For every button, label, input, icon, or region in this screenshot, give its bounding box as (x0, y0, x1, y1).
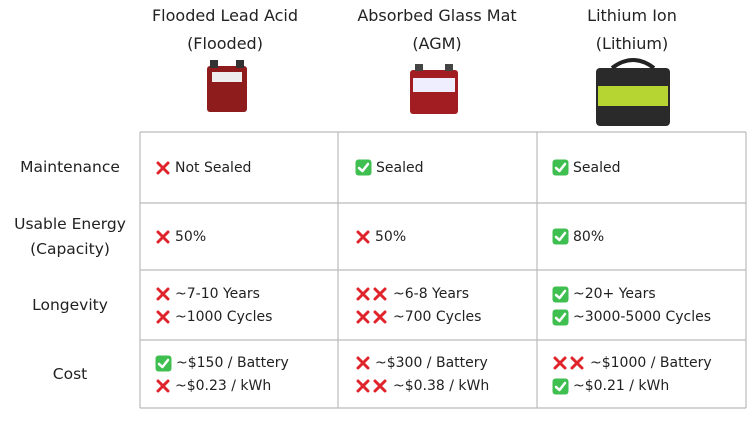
cell-text: ~$1000 / Battery (590, 355, 712, 371)
double-cross-icon (356, 310, 387, 324)
cell-text: ~700 Cycles (393, 309, 482, 325)
cell-text: Sealed (376, 159, 424, 176)
check-icon (552, 286, 569, 302)
cell-line: ~7-10 Years (155, 283, 260, 305)
battery-flooded (207, 60, 247, 112)
cell-line: Not Sealed (155, 157, 251, 179)
cross-icon (156, 287, 170, 301)
cross-icon (356, 356, 370, 370)
cell-line: ~$1000 / Battery (552, 352, 712, 374)
cell-text: 50% (375, 228, 407, 245)
column-title: Lithium Ion (587, 6, 677, 25)
check-icon (552, 228, 569, 245)
cell-text: ~20+ Years (573, 286, 656, 302)
column-subtitle: (AGM) (412, 34, 462, 53)
cell-line: 80% (552, 226, 604, 248)
check-icon (552, 309, 569, 325)
cell-text: Sealed (573, 159, 621, 176)
cell-line: ~$300 / Battery (355, 352, 488, 374)
cross-icon (156, 379, 170, 393)
cell-line: Sealed (355, 157, 423, 179)
cell-text: ~1000 Cycles (175, 309, 273, 325)
cell-text: ~3000-5000 Cycles (573, 309, 712, 325)
cell-line: ~1000 Cycles (155, 306, 272, 328)
row-label: (Capacity) (30, 239, 110, 258)
check-icon (155, 355, 172, 371)
cell-line: ~$0.21 / kWh (552, 375, 669, 397)
cell-line: ~6-8 Years (355, 283, 469, 305)
cell-text: ~$0.23 / kWh (175, 378, 272, 394)
column-subtitle: (Flooded) (187, 34, 263, 53)
double-cross-icon (356, 379, 387, 393)
cell-line: ~3000-5000 Cycles (552, 306, 711, 328)
column-subtitle: (Lithium) (595, 34, 669, 53)
cell-line: ~$0.23 / kWh (155, 375, 271, 397)
cell-text: ~$0.21 / kWh (573, 378, 670, 394)
cell-text: Not Sealed (175, 159, 252, 176)
double-cross-icon (356, 287, 387, 301)
row-label: Cost (52, 364, 88, 383)
cross-icon (156, 310, 170, 324)
row-label: Longevity (32, 295, 108, 314)
cross-icon (156, 161, 170, 174)
cell-text: ~6-8 Years (393, 286, 469, 302)
battery-agm (410, 64, 458, 114)
cell-text: 50% (175, 228, 207, 245)
row-label: Maintenance (20, 158, 120, 176)
cross-icon (156, 230, 170, 243)
row-label: Usable Energy (14, 214, 126, 233)
column-title: Flooded Lead Acid (151, 6, 299, 25)
double-cross-icon (553, 356, 584, 370)
cell-text: ~$0.38 / kWh (393, 378, 490, 394)
cell-line: ~700 Cycles (355, 306, 481, 328)
cell-line: Sealed (552, 157, 620, 179)
check-icon (552, 378, 569, 394)
cell-line: 50% (155, 226, 206, 248)
cell-line: ~20+ Years (552, 283, 656, 305)
cell-text: ~$300 / Battery (375, 355, 488, 371)
check-icon (552, 159, 569, 176)
cell-text: ~7-10 Years (175, 286, 260, 302)
cell-line: ~$150 / Battery (155, 352, 289, 374)
cell-text: 80% (573, 228, 605, 245)
check-icon (355, 159, 372, 176)
cell-line: ~$0.38 / kWh (355, 375, 489, 397)
cross-icon (356, 230, 370, 243)
cell-line: 50% (355, 226, 406, 248)
cell-text: ~$150 / Battery (176, 355, 289, 371)
column-title: Absorbed Glass Mat (357, 6, 517, 25)
battery-lithium (596, 58, 670, 126)
